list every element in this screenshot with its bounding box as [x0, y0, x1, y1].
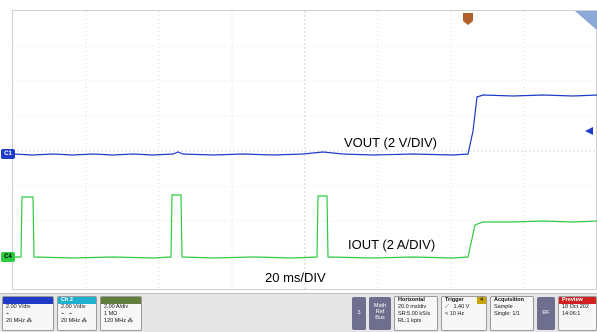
ch1-badge[interactable]: 2.00 V/div ⌁ 20 MHz ⁂ — [2, 296, 54, 331]
ch4-badge[interactable]: 2.00 A/div 1 MΩ 120 MHz ⁂ — [100, 296, 142, 331]
ch4-marker[interactable]: C4 — [1, 252, 15, 262]
ch1-vout-trace — [12, 94, 597, 156]
ch1-scale: 2.00 V/div — [6, 304, 31, 310]
ch4-bw: 120 MHz ⁂ — [104, 318, 134, 324]
channel-3-label: 3 — [357, 310, 361, 316]
ch1-bw: 20 MHz ⁂ — [6, 318, 32, 324]
preview-time: 14:06:1 — [562, 311, 581, 317]
horizontal-scale: 20.0 ms/div — [398, 304, 427, 310]
preview-panel[interactable]: Preview 18 Oct 202 14:06:1 — [558, 296, 597, 331]
ch1-right-arrow — [585, 127, 593, 135]
bus-label: Bus — [375, 315, 385, 321]
trigger-level-row: ⟋ 1.40 V — [442, 304, 486, 311]
rf-label: RF — [542, 310, 550, 316]
graticule — [13, 11, 597, 291]
ch1-badge-header — [3, 297, 53, 304]
ch1-coupling: ⌁ — [6, 311, 10, 317]
ch4-badge-header — [101, 297, 141, 304]
ref-label: Ref — [375, 309, 385, 315]
math-label: Math — [373, 303, 387, 309]
horizontal-sample-rate: SR:5.00 kS/s — [398, 311, 431, 317]
acquisition-title: Acquisition — [494, 297, 524, 303]
trigger-source-badge: 4 — [476, 297, 486, 304]
horizontal-record-length: RL:1 kpts — [398, 318, 422, 324]
acquisition-panel[interactable]: Acquisition Sample Single: 1/1 — [490, 296, 534, 331]
ch4-impedance: 1 MΩ — [104, 311, 118, 317]
waveform-plot[interactable]: C1 C4 VOUT (2 V/DIV) IOUT (2 A/DIV) 20 m… — [1, 10, 597, 291]
ch2-coupling: ⌁ ⌁ — [61, 311, 73, 317]
trigger-panel[interactable]: Trigger ⟋ 1.40 V < 10 Hz 4 — [441, 296, 487, 331]
status-bar: 2.00 V/div ⌁ 20 MHz ⁂ Ch 2 2.00 V/div ⌁ … — [0, 293, 597, 332]
horizontal-title: Horizontal — [398, 297, 425, 303]
trigger-position-marker[interactable] — [463, 13, 473, 25]
trigger-slope-icon: ⟋ — [445, 304, 449, 310]
math-ref-bus-button[interactable]: Math Ref Bus — [369, 297, 391, 330]
acquisition-single: Single: 1/1 — [494, 311, 520, 317]
trigger-title: Trigger — [445, 297, 464, 303]
waveform-svg — [12, 11, 597, 291]
preview-label: Preview — [559, 297, 596, 304]
vout-label: VOUT (2 V/DIV) — [344, 135, 437, 150]
horizontal-panel[interactable]: Horizontal 20.0 ms/div SR:5.00 kS/s RL:1… — [394, 296, 438, 331]
scope-corner-icon[interactable] — [575, 11, 597, 31]
preview-date: 18 Oct 202 — [562, 304, 589, 310]
ch1-marker[interactable]: C1 — [1, 149, 15, 159]
ch4-scale: 2.00 A/div — [104, 304, 129, 310]
iout-label: IOUT (2 A/DIV) — [348, 237, 436, 252]
channel-3-button[interactable]: 3 — [352, 297, 366, 330]
ch2-scale: 2.00 V/div — [61, 304, 86, 310]
ch4-iout-trace — [13, 194, 597, 259]
trigger-level: 1.40 V — [453, 304, 470, 310]
rf-button[interactable]: RF — [537, 297, 555, 330]
time-div-label: 20 ms/DIV — [265, 270, 326, 285]
trigger-frequency: < 10 Hz — [445, 311, 465, 317]
ch2-bw: 20 MHz ⁂ — [61, 318, 87, 324]
ch2-badge-header: Ch 2 — [58, 297, 96, 304]
acquisition-mode: Sample — [494, 304, 513, 310]
ch2-badge[interactable]: Ch 2 2.00 V/div ⌁ ⌁ 20 MHz ⁂ — [57, 296, 97, 331]
